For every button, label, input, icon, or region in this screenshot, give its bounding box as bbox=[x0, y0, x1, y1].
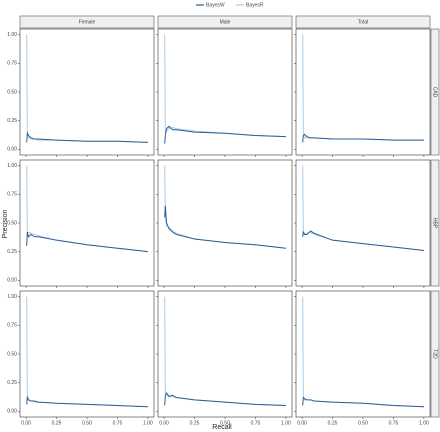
y-tick-label: 0.75 bbox=[7, 192, 17, 198]
x-tick-label: 1.00 bbox=[143, 420, 153, 426]
pr-curve bbox=[26, 34, 148, 143]
y-axis-label: Precision bbox=[2, 210, 9, 239]
x-tick-label: 1.00 bbox=[419, 420, 429, 426]
pr-curve bbox=[164, 34, 286, 138]
x-axis-label: Recall bbox=[212, 424, 232, 431]
panel-frame bbox=[295, 28, 431, 156]
y-tick-label: 0.25 bbox=[7, 380, 17, 386]
x-tick-label: 0.75 bbox=[389, 420, 399, 426]
panel-frame bbox=[19, 290, 155, 418]
x-tick-label: 0.00 bbox=[159, 420, 169, 426]
row-label: T2D bbox=[432, 349, 438, 359]
y-tick-label: 0.50 bbox=[7, 220, 17, 226]
pr-curve bbox=[26, 165, 148, 253]
x-tick-label: 0.50 bbox=[220, 420, 230, 426]
strip bbox=[157, 15, 293, 29]
pr-curve bbox=[302, 396, 424, 408]
legend-label: BayesR bbox=[246, 2, 264, 8]
row-label: CAD bbox=[432, 87, 438, 98]
column-label: Total bbox=[358, 19, 369, 25]
x-tick-label: 0.75 bbox=[113, 420, 123, 426]
pr-curve bbox=[164, 205, 286, 249]
x-tick-label: 0.50 bbox=[358, 420, 368, 426]
y-tick-label: 0.00 bbox=[7, 278, 17, 284]
row-label: HBP bbox=[432, 218, 438, 229]
column-label: Male bbox=[220, 19, 231, 25]
pr-curve bbox=[26, 232, 148, 253]
y-tick-label: 0.00 bbox=[7, 409, 17, 415]
strip bbox=[430, 159, 440, 287]
pr-curve bbox=[164, 391, 286, 407]
strip bbox=[430, 28, 440, 156]
x-tick-label: 1.00 bbox=[281, 420, 291, 426]
y-tick-label: 1.00 bbox=[7, 294, 17, 300]
pr-curve bbox=[164, 296, 286, 407]
x-tick-label: 0.75 bbox=[251, 420, 261, 426]
pr-curve bbox=[26, 131, 148, 143]
panel-frame bbox=[19, 28, 155, 156]
strip bbox=[295, 15, 431, 29]
panel-frame bbox=[157, 159, 293, 287]
strip bbox=[19, 15, 155, 29]
y-tick-label: 0.25 bbox=[7, 118, 17, 124]
y-tick-label: 0.75 bbox=[7, 61, 17, 67]
x-tick-label: 0.25 bbox=[328, 420, 338, 426]
y-tick-label: 1.00 bbox=[7, 32, 17, 38]
panel-frame bbox=[295, 159, 431, 287]
pr-curve bbox=[302, 296, 424, 408]
pr-curve bbox=[302, 133, 424, 143]
y-tick-label: 1.00 bbox=[7, 163, 17, 169]
pr-curve bbox=[302, 230, 424, 251]
x-tick-label: 0.25 bbox=[52, 420, 62, 426]
y-tick-label: 0.75 bbox=[7, 323, 17, 329]
pr-curve bbox=[302, 34, 424, 141]
x-tick-label: 0.00 bbox=[297, 420, 307, 426]
pr-curve bbox=[26, 395, 148, 408]
x-tick-label: 0.25 bbox=[190, 420, 200, 426]
panel-frame bbox=[19, 159, 155, 287]
y-tick-label: 0.50 bbox=[7, 89, 17, 95]
panel-frame bbox=[295, 290, 431, 418]
x-tick-label: 0.00 bbox=[21, 420, 31, 426]
column-label: Female bbox=[79, 19, 96, 25]
legend-label: BayesW bbox=[206, 2, 225, 8]
y-tick-label: 0.00 bbox=[7, 147, 17, 153]
y-tick-label: 0.25 bbox=[7, 249, 17, 255]
x-tick-label: 0.50 bbox=[82, 420, 92, 426]
pr-curve bbox=[164, 125, 286, 144]
pr-curve bbox=[302, 165, 424, 251]
strip bbox=[430, 290, 440, 418]
pr-curve bbox=[26, 296, 148, 408]
y-tick-label: 0.50 bbox=[7, 351, 17, 357]
